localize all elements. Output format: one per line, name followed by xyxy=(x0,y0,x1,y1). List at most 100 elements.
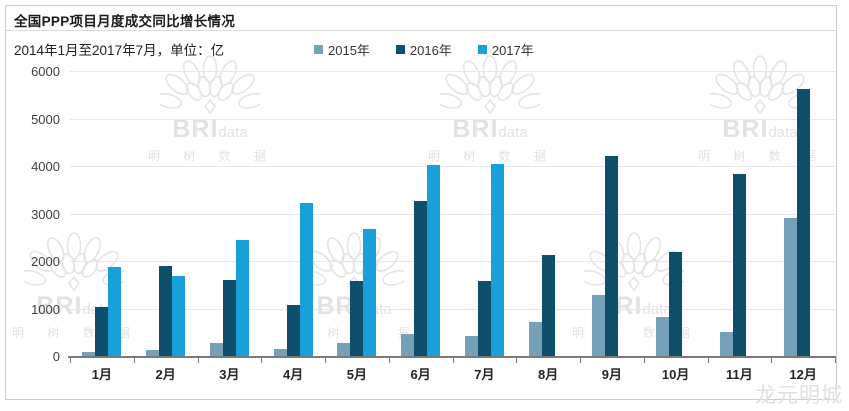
bar-2016年-1月 xyxy=(95,307,109,356)
watermark-brand-text: BRIdata xyxy=(452,115,528,143)
gridline xyxy=(70,119,835,120)
bar-2016年-5月 xyxy=(350,281,364,356)
gridline xyxy=(70,71,835,72)
bar-2015年-2月 xyxy=(146,350,160,356)
y-axis-label: 5000 xyxy=(31,112,60,127)
bar-2015年-1月 xyxy=(82,352,96,356)
axis-tick-mark xyxy=(70,358,71,363)
gridline xyxy=(70,166,835,167)
axis-tick-mark xyxy=(134,358,135,363)
gridline xyxy=(70,309,835,310)
watermark-brand-text: BRIdata xyxy=(722,115,798,143)
bar-2015年-5月 xyxy=(337,343,351,356)
watermark-cjk-text: 明 树 数 据 xyxy=(148,149,277,163)
bar-2017年-7月 xyxy=(490,164,504,356)
axis-tick-mark xyxy=(198,358,199,363)
bar-2016年-9月 xyxy=(605,156,619,356)
axis-tick-mark xyxy=(516,358,517,363)
bar-group xyxy=(771,71,835,356)
x-axis xyxy=(68,356,837,358)
bar-2015年-6月 xyxy=(401,334,415,356)
flower-logo-icon xyxy=(434,55,546,115)
x-axis-label: 5月 xyxy=(346,367,367,382)
legend-item: 2017年 xyxy=(477,40,534,59)
bar-2017年-4月 xyxy=(299,203,313,356)
x-axis-label: 12月 xyxy=(789,367,817,382)
bar-group xyxy=(644,71,708,356)
legend-item: 2015年 xyxy=(314,40,370,59)
legend-item: 2016年 xyxy=(395,40,452,59)
bar-2016年-7月 xyxy=(477,281,491,356)
legend: 2015年 2016年 2017年 xyxy=(314,40,534,59)
legend-label: 2016年 xyxy=(409,43,452,58)
legend-label: 2017年 xyxy=(491,43,534,58)
bar-2016年-6月 xyxy=(414,201,428,356)
corner-watermark: 龙元明城 xyxy=(755,384,843,407)
watermark-brand-text: BRIdata xyxy=(172,115,248,143)
x-axis-label: 11月 xyxy=(726,367,753,382)
bar-2017年-3月 xyxy=(235,240,249,356)
bar-2017年-5月 xyxy=(363,229,377,356)
bar-2015年-12月 xyxy=(783,218,797,356)
y-axis-label: 4000 xyxy=(31,159,60,174)
bar-group xyxy=(453,71,517,356)
x-axis-label: 9月 xyxy=(601,367,622,382)
axis-tick-mark xyxy=(261,358,262,363)
x-axis-label: 1月 xyxy=(91,367,112,382)
axis-tick-mark xyxy=(835,358,836,363)
x-axis-label: 6月 xyxy=(410,367,431,382)
title-separator xyxy=(6,30,837,31)
bar-2017年-2月 xyxy=(172,276,186,356)
bar-2015年-10月 xyxy=(656,317,670,356)
x-axis-label: 2月 xyxy=(155,367,176,382)
bar-group xyxy=(70,71,134,356)
bar-group xyxy=(198,71,262,356)
bar-2015年-9月 xyxy=(592,295,606,356)
bar-2015年-7月 xyxy=(464,336,478,356)
bar-2017年-6月 xyxy=(427,165,441,356)
axis-tick-mark xyxy=(389,358,390,363)
bar-2016年-3月 xyxy=(222,280,236,356)
y-axis-label: 6000 xyxy=(31,64,60,79)
bar-2016年-10月 xyxy=(669,252,683,356)
axis-tick-mark xyxy=(453,358,454,363)
legend-swatch xyxy=(314,45,323,54)
axis-tick-mark xyxy=(708,358,709,363)
watermark-cjk-text: 明 树 数 据 xyxy=(428,149,557,163)
axis-tick-mark xyxy=(325,358,326,363)
watermark-cjk-text: 明 树 数 据 xyxy=(698,149,827,163)
axis-tick-mark xyxy=(580,358,581,363)
bar-2015年-8月 xyxy=(528,322,542,356)
bar-group xyxy=(389,71,453,356)
bar-group xyxy=(261,71,325,356)
bar-2016年-4月 xyxy=(286,305,300,356)
chart-title: 全国PPP项目月度成交同比增长情况 xyxy=(14,14,236,29)
bar-group xyxy=(134,71,198,356)
x-axis-label: 3月 xyxy=(219,367,240,382)
bar-2016年-8月 xyxy=(541,255,555,356)
gridline xyxy=(70,261,835,262)
chart-subtitle: 2014年1月至2017年7月，单位：亿 xyxy=(14,43,225,58)
bar-group xyxy=(516,71,580,356)
y-axis-label: 1000 xyxy=(31,302,60,317)
axis-tick-mark xyxy=(771,358,772,363)
bar-2016年-12月 xyxy=(796,89,810,356)
bar-group xyxy=(325,71,389,356)
legend-label: 2015年 xyxy=(328,43,370,58)
x-axis-label: 4月 xyxy=(283,367,304,382)
flower-logo-icon xyxy=(704,55,816,115)
bar-2015年-4月 xyxy=(273,349,287,356)
bar-2015年-11月 xyxy=(719,332,733,356)
bar-2016年-2月 xyxy=(159,266,173,356)
axis-tick-mark xyxy=(644,358,645,363)
y-axis-label: 3000 xyxy=(31,207,60,222)
legend-swatch xyxy=(477,45,487,54)
x-axis-label: 8月 xyxy=(538,367,559,382)
bar-group xyxy=(708,71,772,356)
x-axis-label: 10月 xyxy=(661,367,690,382)
bar-2015年-3月 xyxy=(209,343,223,356)
